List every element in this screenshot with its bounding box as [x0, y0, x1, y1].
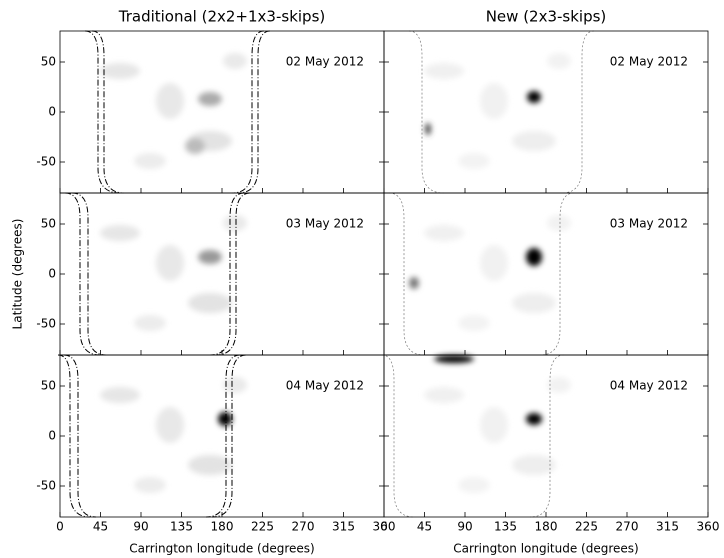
x-tick-label: 45: [417, 520, 432, 534]
y-tick-label: 0: [48, 105, 56, 119]
x-tick-label: 0: [56, 520, 64, 534]
x-tick-label: 360: [697, 520, 720, 534]
y-tick-label: -50: [36, 317, 56, 331]
x-tick-label: 135: [170, 520, 193, 534]
y-tick-label: 0: [48, 429, 56, 443]
x-tick-label: 45: [93, 520, 108, 534]
x-tick-label: 315: [656, 520, 679, 534]
x-axis-label: Carrington longitude (degrees): [129, 542, 314, 556]
x-tick-label: 135: [494, 520, 517, 534]
x-tick-label: 315: [332, 520, 355, 534]
x-tick-label: 180: [535, 520, 558, 534]
y-tick-label: -50: [36, 155, 56, 169]
panel-date: 03 May 2012: [286, 217, 364, 231]
y-tick-label: 50: [41, 379, 56, 393]
x-tick-label: 270: [616, 520, 639, 534]
panel-date: 04 May 2012: [286, 379, 364, 393]
y-tick-label: -50: [36, 479, 56, 493]
y-tick-label: 0: [48, 267, 56, 281]
x-tick-label: 270: [292, 520, 315, 534]
x-axis-label: Carrington longitude (degrees): [453, 542, 638, 556]
y-axis-label: Latitude (degrees): [11, 219, 25, 330]
panel-date: 03 May 2012: [610, 217, 688, 231]
panel-date: 04 May 2012: [610, 379, 688, 393]
x-tick-label: 225: [575, 520, 598, 534]
panel-date: 02 May 2012: [610, 55, 688, 69]
x-tick-label: 90: [133, 520, 148, 534]
panel-decor: [57, 30, 595, 518]
column-title: New (2x3-skips): [486, 8, 607, 26]
x-tick-label: 360: [373, 520, 396, 534]
y-tick-label: 50: [41, 55, 56, 69]
x-tick-label: 0: [380, 520, 388, 534]
x-tick-label: 180: [211, 520, 234, 534]
x-tick-label: 225: [251, 520, 274, 534]
panel-date: 02 May 2012: [286, 55, 364, 69]
x-tick-label: 90: [457, 520, 472, 534]
y-tick-label: 50: [41, 217, 56, 231]
column-title: Traditional (2x2+1x3-skips): [118, 8, 325, 26]
